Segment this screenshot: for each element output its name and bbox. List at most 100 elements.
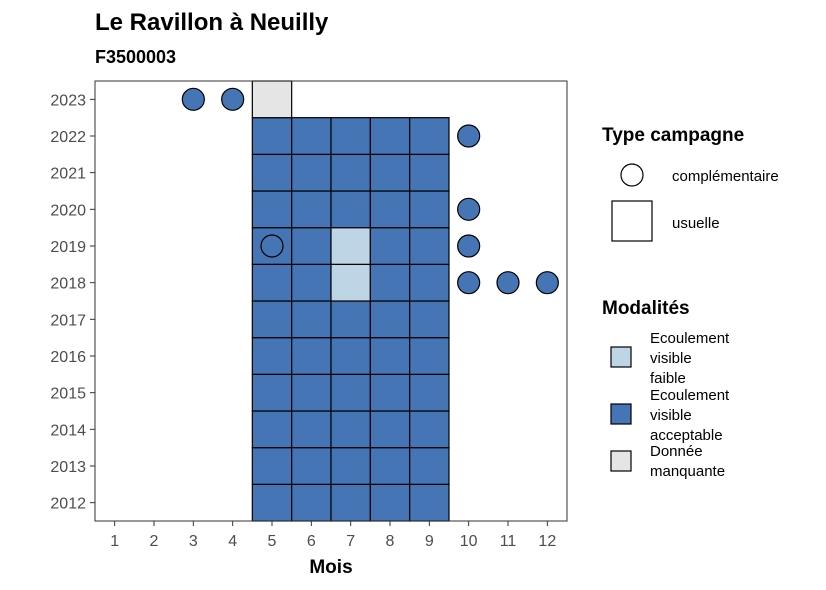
tile-2018-6 [291, 263, 332, 302]
legend-manquante-line-1: Donnée [650, 443, 703, 460]
point-2018-11 [496, 271, 520, 295]
point-2022-10 [457, 124, 481, 148]
tile-2018-7 [330, 263, 371, 302]
legend-modalites: Modalités Ecoulement visible faible Ecou… [602, 298, 730, 480]
legend-usuelle-label: usuelle [672, 215, 720, 232]
tile-2013-9 [409, 447, 450, 485]
tile-2012-7 [330, 483, 371, 522]
legend-acceptable-line-1: Ecoulement [650, 387, 730, 404]
chart-title: Le Ravillon à Neuilly [95, 9, 329, 36]
tile-2017-8 [369, 300, 411, 339]
legend-complementaire-label: complémentaire [672, 168, 779, 185]
legend-faible-line-2: visible [650, 350, 692, 367]
legend-faible-line-1: Ecoulement [650, 330, 730, 347]
tile-2020-8 [369, 190, 411, 229]
tile-2019-8 [369, 227, 411, 265]
tile-2013-8 [369, 447, 411, 485]
x-tick-label-3: 3 [189, 533, 198, 550]
tile-2016-6 [291, 337, 332, 375]
tile-2014-9 [409, 410, 450, 449]
x-tick-label-10: 10 [460, 533, 478, 550]
point-2018-10 [457, 271, 481, 295]
tile-2020-9 [409, 190, 450, 229]
plot-border [94, 80, 568, 522]
point-2020-10 [457, 197, 481, 221]
y-tick-label-2014: 2014 [50, 422, 86, 439]
tile-2017-7 [330, 300, 371, 339]
tile-2018-8 [369, 263, 411, 302]
y-tick-label-2017: 2017 [50, 312, 86, 329]
tile-2012-8 [369, 483, 411, 522]
legend-type-campagne: Type campagne complémentaire usuelle [602, 125, 779, 242]
tile-2015-5 [251, 373, 293, 412]
y-tick-label-2013: 2013 [50, 459, 86, 476]
tile-2013-6 [291, 447, 332, 485]
tile-2018-5 [251, 263, 293, 302]
x-axis-title: Mois [309, 557, 352, 578]
tile-2015-6 [291, 373, 332, 412]
y-tick-label-2020: 2020 [50, 202, 86, 219]
tile-2014-6 [291, 410, 332, 449]
legend-acceptable-swatch [610, 403, 632, 425]
tile-2022-9 [409, 117, 450, 155]
point-2023-4 [221, 87, 245, 111]
tile-2013-5 [251, 447, 293, 485]
x-tick-label-4: 4 [228, 533, 237, 550]
x-tick-label-8: 8 [386, 533, 395, 550]
y-tick-label-2016: 2016 [50, 349, 86, 366]
tile-2012-9 [409, 483, 450, 522]
legend-manquante-swatch [610, 450, 632, 472]
tile-2016-7 [330, 337, 371, 375]
tile-2014-7 [330, 410, 371, 449]
chart-subtitle: F3500003 [95, 47, 176, 67]
legend-circle-icon [620, 163, 644, 187]
point-2023-3 [181, 87, 205, 111]
legend-acceptable-line-2: visible [650, 407, 692, 424]
tile-2016-5 [251, 337, 293, 375]
legend-square-icon [611, 200, 653, 242]
tile-2017-6 [291, 300, 332, 339]
tile-2015-8 [369, 373, 411, 412]
tile-2018-9 [409, 263, 450, 302]
tile-2023-5 [251, 80, 293, 119]
tile-2015-9 [409, 373, 450, 412]
y-tick-label-2022: 2022 [50, 129, 86, 146]
tile-2016-8 [369, 337, 411, 375]
y-tick-label-2021: 2021 [50, 166, 86, 183]
point-2018-12 [535, 271, 559, 295]
tile-2020-7 [330, 190, 371, 229]
y-tick-label-2012: 2012 [50, 496, 86, 513]
y-tick-label-2023: 2023 [50, 92, 86, 109]
tile-2020-6 [291, 190, 332, 229]
x-tick-label-11: 11 [500, 533, 517, 550]
tile-2017-5 [251, 300, 293, 339]
legend-modalites-title: Modalités [602, 298, 690, 319]
tile-2014-5 [251, 410, 293, 449]
tile-2021-9 [409, 153, 450, 192]
tile-2019-6 [291, 227, 332, 265]
plot-area: 1 2 3 4 5 6 7 8 9 10 11 122012201320142015201620172… [50, 80, 568, 550]
tile-2019-7 [330, 227, 371, 265]
point-2019-5 [260, 234, 284, 258]
x-tick-label-7: 7 [346, 533, 355, 550]
tile-2021-7 [330, 153, 371, 192]
point-2019-10 [457, 234, 481, 258]
tile-2020-5 [251, 190, 293, 229]
tile-2019-9 [409, 227, 450, 265]
tile-2017-9 [409, 300, 450, 339]
x-tick-label-5: 5 [268, 533, 277, 550]
tile-2014-8 [369, 410, 411, 449]
tile-2016-9 [409, 337, 450, 375]
legend-type-campagne-title: Type campagne [602, 125, 744, 146]
tile-2013-7 [330, 447, 371, 485]
tile-2015-7 [330, 373, 371, 412]
x-tick-label-1: 1 [110, 533, 119, 550]
legend-faible-swatch [610, 346, 632, 368]
tile-2021-8 [369, 153, 411, 192]
tile-2022-6 [291, 117, 332, 155]
tile-2012-6 [291, 483, 332, 522]
tile-2021-5 [251, 153, 293, 192]
x-tick-label-9: 9 [425, 533, 434, 550]
y-tick-label-2019: 2019 [50, 239, 86, 256]
